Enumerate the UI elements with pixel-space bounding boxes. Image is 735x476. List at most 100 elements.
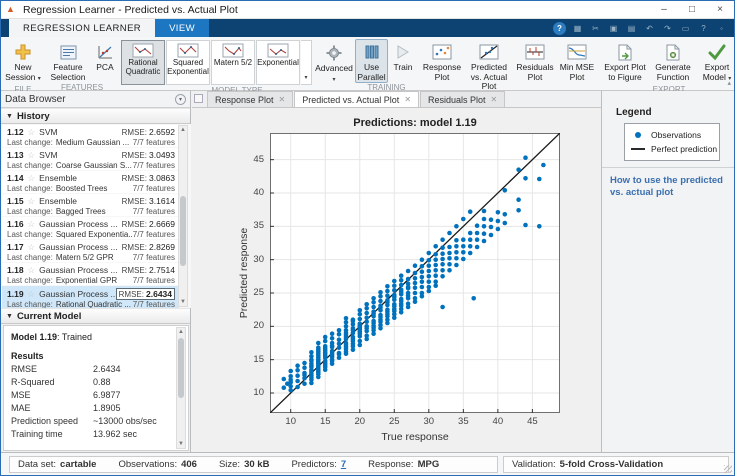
history-row[interactable]: 1.13 ☆ SVM RMSE: 3.0493 Last change: Coarse Ga… [2,148,179,170]
star-icon[interactable]: ☆ [27,127,36,137]
star-icon[interactable]: ☆ [27,242,36,252]
model-rational-quadratic[interactable]: Rational Quadratic [121,40,165,85]
features-count: 7/7 features [132,230,175,239]
status-value: MPG [417,459,440,470]
star-icon[interactable]: ☆ [27,173,36,183]
history-scrollbar[interactable]: ▲ ▼ [178,125,188,307]
response-plot-button[interactable]: Response Plot [420,39,464,83]
history-row[interactable]: 1.12 ☆ SVM RMSE: 2.6592 Last change: Medium Ga… [2,125,179,147]
help-link[interactable]: How to use the predicted vs. actual plot [610,175,723,198]
status-left: Data set: cartable Observations: 406 Size: 30… [9,456,498,473]
train-button[interactable]: Train [388,39,418,74]
history-row[interactable]: 1.14 ☆ Ensemble RMSE: 3.0863 Last change: Boos… [2,171,179,193]
star-icon[interactable]: ☆ [27,219,36,229]
min-mse-plot-button[interactable]: Min MSE Plot [556,39,598,83]
y-axis-label: Predicted response [238,227,250,319]
panel-options-icon[interactable]: ▾ [175,93,186,105]
use-parallel-button[interactable]: Use Parallel [355,39,388,83]
help-icon[interactable]: ? [701,23,706,33]
cut-icon[interactable]: ✂ [592,23,599,33]
model-type-section: Rational Quadratic Squared Exponential M… [121,37,353,95]
title-bar: ▲ Regression Learner - Predicted vs. Act… [1,1,734,19]
history-title: History [16,110,50,122]
generate-function-button[interactable]: Generate Function [650,39,696,83]
stat-label: Prediction speed [11,416,79,426]
features-count: 7/7 features [132,253,175,262]
dock-icon[interactable]: ◦ [720,23,723,33]
model-matern-52[interactable]: Matern 5/2 [211,40,255,85]
history-row[interactable]: 1.19 ☆ Gaussian Process ... RMSE: 2.6434 Last… [2,286,179,308]
minimize-ribbon-button[interactable]: ▴ [727,80,731,87]
status-value[interactable]: 7 [340,459,347,470]
star-icon[interactable]: ☆ [27,289,36,299]
history-row[interactable]: 1.16 ☆ Gaussian Process ... RMSE: 2.6669 Last… [2,217,179,239]
model-thumbnail-icon [267,43,289,58]
model-rmse: RMSE: 2.6434 [115,288,175,300]
stat-value: 6.9877 [93,390,121,400]
minimize-button[interactable]: – [661,4,667,15]
close-button[interactable]: × [717,4,723,15]
model-squared-exponential[interactable]: Squared Exponential [166,40,210,85]
export-model-button[interactable]: Export Model ▾ [696,39,734,85]
advanced-button[interactable]: Advanced ▾ [315,40,353,86]
model-exponential[interactable]: Exponential [256,40,300,85]
last-change-value: Rational Quadratic ... [55,300,131,308]
help-circle-icon[interactable]: ? [553,21,566,35]
tab-predicted-vs-actual-plot[interactable]: Predicted vs. Actual Plot ✕ [294,91,420,107]
copy-icon[interactable]: ▣ [609,23,618,33]
generate-function-icon [664,42,682,62]
y-tick-label: 20 [253,320,264,332]
residuals-plot-icon [525,42,545,62]
current-model-section-header[interactable]: ▼ Current Model [1,308,190,324]
star-icon[interactable]: ☆ [27,265,36,275]
layout-icon[interactable]: ▭ [681,23,690,33]
history-row[interactable]: 1.15 ☆ Ensemble RMSE: 3.1614 Last change: Bagg… [2,194,179,216]
export-plot-to-figure-button[interactable]: Export Plot to Figure [600,39,650,83]
last-change-value: Boosted Trees [55,184,108,193]
undo-icon[interactable]: ↶ [646,23,653,33]
new-session-icon [14,42,32,62]
y-tick-label: 25 [253,287,264,298]
close-icon[interactable]: ✕ [278,95,286,104]
scroll-up-icon[interactable]: ▲ [180,127,186,133]
history-row[interactable]: 1.17 ☆ Gaussian Process ... RMSE: 2.8269 Last… [2,240,179,262]
save-icon[interactable]: ▦ [573,23,582,33]
stat-label: Training time [11,429,63,439]
star-icon[interactable]: ☆ [27,196,36,206]
tab-view[interactable]: VIEW [155,19,209,37]
features-count: 7/7 features [132,207,175,216]
tab-response-plot[interactable]: Response Plot ✕ [207,91,294,107]
status-label: Predictors: [291,459,337,470]
response-plot-icon [432,42,452,62]
close-icon[interactable]: ✕ [490,95,498,104]
stat-label: MSE [11,390,31,400]
scroll-down-icon[interactable]: ▼ [180,299,186,305]
tab-residuals-plot[interactable]: Residuals Plot ✕ [420,91,506,107]
new-session-button[interactable]: New Session ▾ [3,39,43,85]
scroll-down-icon[interactable]: ▼ [178,441,184,447]
model-gallery-dropdown-button[interactable]: ▾ [301,40,312,85]
last-change-label: Last change: [7,161,53,170]
pca-button[interactable]: PCA [91,39,119,74]
star-icon[interactable]: ☆ [27,150,36,160]
document-bar-icon[interactable] [194,94,203,103]
model-type: Gaussian Process ... [39,265,118,275]
chevron-down-icon: ▾ [304,75,308,81]
resize-grip[interactable] [724,465,732,473]
feature-selection-button[interactable]: Feature Selection [45,39,91,83]
close-icon[interactable]: ✕ [404,95,412,104]
last-change-label: Last change: [7,207,53,216]
last-change-value: Bagged Trees [55,207,106,216]
maximize-button[interactable]: □ [688,4,696,15]
plot-canvas[interactable] [270,133,560,413]
paste-icon[interactable]: ▤ [627,23,636,33]
model-thumbnail-icon [222,43,244,58]
scroll-up-icon[interactable]: ▲ [178,329,184,335]
predicted-vs-actual-plot-button[interactable]: Predicted vs. Actual Plot [464,39,514,93]
residuals-plot-button[interactable]: Residuals Plot [514,39,556,83]
tab-regression-learner[interactable]: REGRESSION LEARNER [9,19,156,37]
history-row[interactable]: 1.18 ☆ Gaussian Process ... RMSE: 2.7514 Last… [2,263,179,285]
history-section-header[interactable]: ▼ History [1,108,190,124]
current-model-scrollbar[interactable]: ▲ ▼ [176,327,186,449]
redo-icon[interactable]: ↷ [664,23,671,33]
